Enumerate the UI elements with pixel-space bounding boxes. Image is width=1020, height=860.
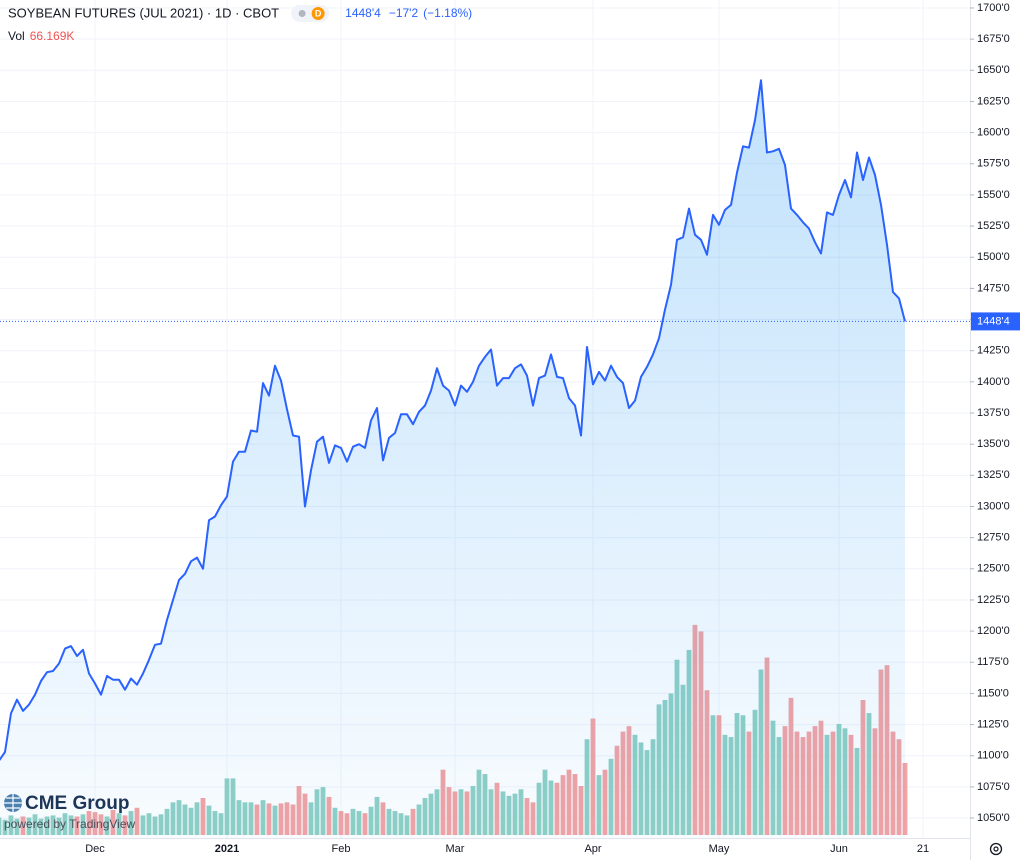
logo-text: CME Group bbox=[25, 793, 130, 814]
price-line bbox=[0, 79, 906, 762]
x-tick-label: Apr bbox=[584, 843, 601, 855]
y-tick-label: 1650'0 bbox=[977, 64, 1010, 76]
y-tick-label: 1100'0 bbox=[977, 750, 1009, 762]
logo-globe-lines bbox=[4, 794, 22, 812]
y-tick-label: 1525'0 bbox=[977, 220, 1010, 232]
x-tick-label: 21 bbox=[917, 843, 929, 855]
y-tick-label: 1325'0 bbox=[977, 469, 1010, 481]
x-tick-label: 2021 bbox=[215, 843, 239, 855]
symbol-title: SOYBEAN FUTURES (JUL 2021) · 1D · CBOT bbox=[8, 5, 279, 20]
x-tick-label: May bbox=[709, 843, 730, 855]
volume-last: 66.169K bbox=[30, 29, 75, 43]
x-tick-label: Jun bbox=[830, 843, 848, 855]
change: −17'2 bbox=[389, 6, 419, 20]
y-tick-label: 1250'0 bbox=[977, 563, 1010, 575]
badge-label: D bbox=[315, 8, 322, 18]
x-tick-label: Feb bbox=[332, 843, 351, 855]
y-tick-label: 1075'0 bbox=[977, 781, 1010, 793]
y-tick-label: 1225'0 bbox=[977, 594, 1010, 606]
y-tick-label: 1375'0 bbox=[977, 407, 1010, 419]
y-tick-label: 1300'0 bbox=[977, 500, 1010, 512]
badge-dot bbox=[298, 10, 306, 17]
axes: 1050'0 1075'0 1100'0 1125'0 1150'0 1175'0 1200… bbox=[85, 2, 1020, 855]
y-tick-label: 1600'0 bbox=[977, 127, 1010, 139]
last-price-tag bbox=[971, 312, 1020, 331]
y-tick-label: 1275'0 bbox=[977, 532, 1010, 544]
last-price-tag-label: 1448'4 bbox=[977, 315, 1010, 327]
price-area bbox=[0, 80, 905, 838]
y-tick-label: 1200'0 bbox=[977, 625, 1010, 637]
powered-by: powered by TradingView bbox=[4, 817, 136, 831]
badge-d bbox=[311, 7, 325, 20]
settings-icon[interactable] bbox=[989, 842, 1003, 856]
last-price: 1448'4 bbox=[345, 6, 381, 20]
y-tick-label: 1575'0 bbox=[977, 158, 1010, 170]
logo: CME Group powered by TradingView bbox=[4, 793, 136, 831]
y-tick-label: 1700'0 bbox=[977, 2, 1010, 14]
y-tick-label: 1400'0 bbox=[977, 376, 1010, 388]
y-tick-label: 1475'0 bbox=[977, 282, 1010, 294]
settings-gear[interactable] bbox=[989, 842, 1003, 856]
y-tick-label: 1675'0 bbox=[977, 33, 1010, 45]
y-tick-label: 1550'0 bbox=[977, 189, 1010, 201]
y-tick-label: 1425'0 bbox=[977, 345, 1010, 357]
x-tick-label: Mar bbox=[446, 843, 465, 855]
y-tick-label: 1350'0 bbox=[977, 438, 1010, 450]
y-tick-label: 1625'0 bbox=[977, 95, 1010, 107]
x-tick-label: Dec bbox=[85, 843, 105, 855]
y-tick-label: 1050'0 bbox=[977, 812, 1010, 824]
change-pct: (−1.18%) bbox=[423, 6, 472, 20]
price-layer bbox=[0, 79, 970, 838]
y-tick-label: 1150'0 bbox=[977, 687, 1009, 699]
y-tick-label: 1500'0 bbox=[977, 251, 1010, 263]
y-tick-label: 1125'0 bbox=[977, 718, 1009, 730]
y-tick-label: 1175'0 bbox=[977, 656, 1009, 668]
legend-header: SOYBEAN FUTURES (JUL 2021) · 1D · CBOT D… bbox=[8, 5, 472, 43]
volume-label: Vol bbox=[8, 29, 25, 43]
settings-gear-center[interactable] bbox=[993, 846, 999, 852]
